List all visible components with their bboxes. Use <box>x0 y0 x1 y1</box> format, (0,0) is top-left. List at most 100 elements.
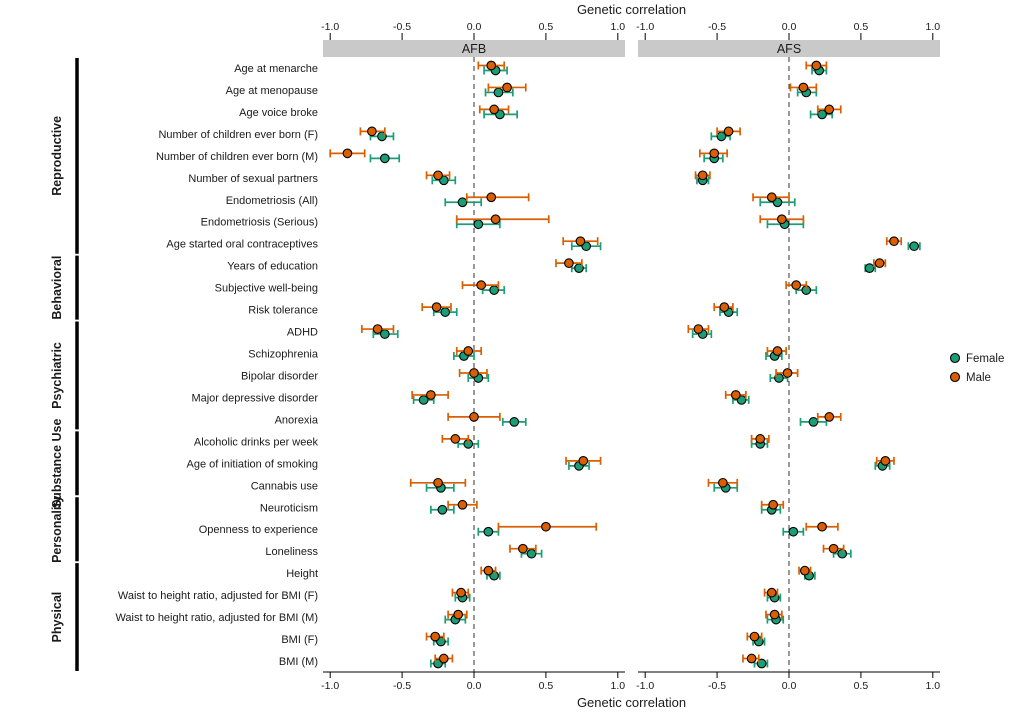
data-point-male <box>450 434 461 444</box>
data-point-male <box>880 455 891 466</box>
data-point-male <box>749 631 760 642</box>
top-tick-label: -1.0 <box>636 21 654 33</box>
bottom-tick-label: 0.0 <box>782 680 797 692</box>
data-point-male <box>817 521 827 532</box>
data-point-female <box>489 285 499 295</box>
group-label: Substance Use <box>50 418 64 508</box>
top-tick-label: 0.0 <box>782 21 797 33</box>
data-point-male <box>372 324 383 334</box>
trait-label: Waist to height ratio, adjusted for BMI … <box>118 590 318 602</box>
data-point-male <box>433 477 443 488</box>
data-point-male <box>502 82 512 93</box>
data-point-male <box>811 60 822 71</box>
data-point-female <box>909 241 919 252</box>
bottom-tick-label: 1.0 <box>926 680 941 692</box>
trait-label: Number of sexual partners <box>188 173 318 185</box>
data-point-female <box>440 307 451 317</box>
data-point-male <box>766 192 777 203</box>
panel-header-label-afb: AFB <box>462 42 486 56</box>
top-tick-label: 0.5 <box>539 21 554 33</box>
group-label: Physical <box>50 592 64 643</box>
data-point-male <box>874 258 885 269</box>
trait-label: Age at menopause <box>226 85 318 97</box>
data-point-female <box>808 417 819 427</box>
data-point-male <box>489 104 499 115</box>
bottom-tick-label: -0.5 <box>393 680 411 692</box>
trait-label: Major depressive disorder <box>191 392 318 404</box>
data-point-female <box>526 548 537 559</box>
bottom-tick-label: -0.5 <box>708 680 726 692</box>
trait-label: Age started oral contraceptives <box>166 239 318 251</box>
legend-swatch-female <box>949 352 961 364</box>
bottom-tick-label: 0.5 <box>854 680 869 692</box>
trait-label: Anorexia <box>275 414 319 426</box>
data-point-male <box>430 631 441 642</box>
data-point-male <box>772 346 783 356</box>
data-point-male <box>730 390 741 400</box>
data-point-male <box>469 368 479 378</box>
top-tick-label: -1.0 <box>321 21 339 33</box>
group-label: Psychiatric <box>50 342 64 409</box>
data-point-female <box>473 219 484 230</box>
panel-header-afs <box>638 40 940 57</box>
top-tick-label: 0.5 <box>854 21 869 33</box>
data-point-male <box>889 236 899 247</box>
data-point-male <box>578 455 589 466</box>
data-point-male <box>828 543 839 554</box>
trait-label: Waist to height ratio, adjusted for BMI … <box>115 612 318 624</box>
data-point-female <box>379 153 390 164</box>
data-point-male <box>431 302 442 312</box>
data-point-male <box>476 280 487 290</box>
data-point-male <box>782 368 793 378</box>
data-point-male <box>824 412 835 422</box>
trait-label: Alcoholic drinks per week <box>194 436 319 448</box>
data-point-male <box>791 280 802 290</box>
legend-label-male: Male <box>966 372 991 384</box>
trait-label: Years of education <box>227 261 318 273</box>
trait-label: Endometriosis (Serious) <box>201 217 318 229</box>
trait-label: Cannabis use <box>251 480 318 492</box>
data-point-male <box>438 653 449 664</box>
trait-label: Bipolar disorder <box>241 370 318 382</box>
data-point-male <box>799 565 810 576</box>
data-point-male <box>426 390 436 400</box>
trait-label: Endometriosis (All) <box>226 195 318 207</box>
data-point-male <box>490 214 501 225</box>
data-point-male <box>768 499 779 510</box>
data-point-male <box>575 236 586 247</box>
data-point-male <box>798 82 809 93</box>
trait-label: Age at menarche <box>234 63 318 75</box>
data-point-male <box>483 565 494 576</box>
data-point-male <box>457 499 468 510</box>
data-point-male <box>453 609 464 620</box>
group-label: Reproductive <box>50 116 64 196</box>
data-point-male <box>693 324 704 334</box>
data-point-male <box>486 60 497 71</box>
trait-label: Risk tolerance <box>248 305 318 317</box>
top-tick-label: -0.5 <box>708 21 726 33</box>
data-point-male <box>776 214 787 225</box>
panel-header-label-afs: AFS <box>777 42 801 56</box>
data-point-female <box>457 197 468 208</box>
data-point-male <box>518 543 528 554</box>
top-tick-label: -0.5 <box>393 21 411 33</box>
data-point-female <box>864 263 875 274</box>
legend-swatch-male <box>949 371 961 383</box>
data-point-male <box>824 104 835 115</box>
data-point-female <box>493 87 504 98</box>
trait-label: ADHD <box>287 327 318 339</box>
bottom-axis-title: Genetic correlation <box>576 695 687 710</box>
bottom-tick-label: -1.0 <box>321 680 339 692</box>
trait-label: Number of children ever born (M) <box>156 151 318 163</box>
top-tick-label: 0.0 <box>467 21 482 33</box>
data-point-male <box>433 170 443 181</box>
data-point-female <box>437 504 448 515</box>
data-point-male <box>541 521 551 532</box>
data-point-male <box>766 587 777 598</box>
bottom-tick-label: 1.0 <box>611 680 626 692</box>
data-point-male <box>486 192 497 203</box>
data-point-male <box>456 587 466 598</box>
top-axis-title: Genetic correlation <box>576 2 687 17</box>
